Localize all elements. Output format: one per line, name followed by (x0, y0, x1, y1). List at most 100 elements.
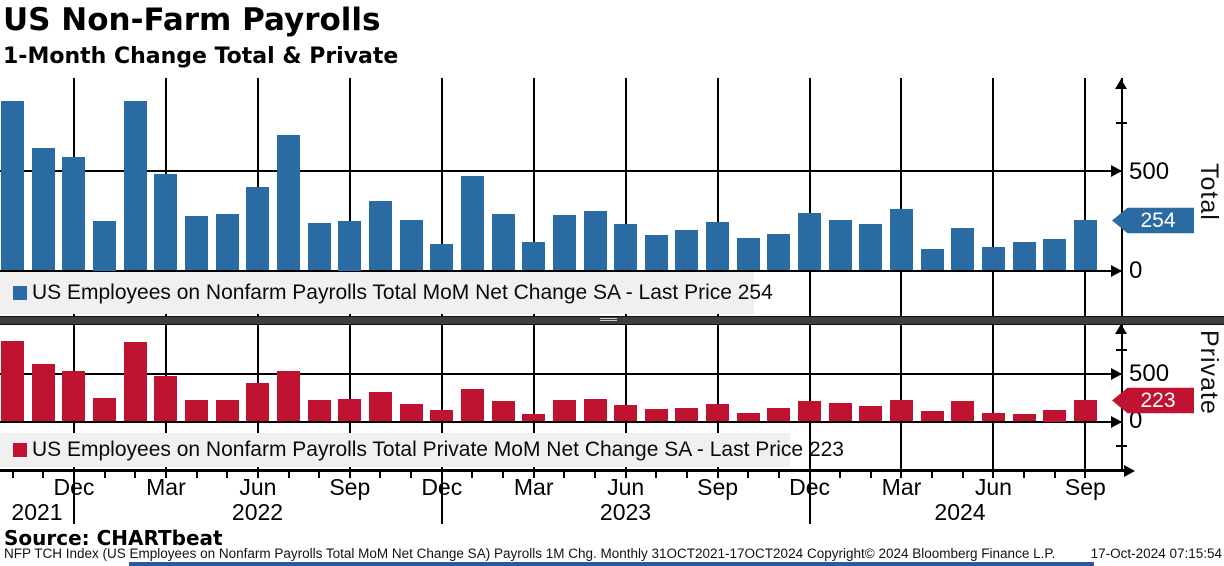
bar (828, 403, 852, 422)
private-ytick-500: 500 (1129, 360, 1170, 387)
bar (215, 399, 239, 422)
y-grid-arrow-icon (1111, 367, 1122, 380)
legend-row-private[interactable]: US Employees on Nonfarm Payrolls Total P… (0, 433, 844, 467)
x-month-tick (900, 471, 903, 478)
bar (828, 219, 852, 271)
bar (1073, 219, 1097, 271)
bar (1, 341, 25, 422)
x-quarter-label: Sep (329, 474, 371, 500)
x-month-tick (594, 471, 596, 478)
legend-row-total[interactable]: US Employees on Nonfarm Payrolls Total M… (0, 272, 773, 314)
x-month-tick (532, 471, 535, 478)
bar (430, 243, 454, 271)
x-month-tick (348, 471, 351, 478)
x-month-tick (655, 471, 658, 478)
bar (614, 405, 638, 422)
bar (460, 175, 484, 271)
x-month-tick (318, 471, 321, 478)
x-month-tick (1053, 471, 1056, 478)
x-month-tick (502, 471, 505, 478)
zero-axis-line (0, 269, 1122, 272)
right-axis-arrow-up-icon (1115, 79, 1127, 89)
x-quarter-label: Dec (421, 474, 463, 500)
private-axis-title: Private (1195, 330, 1223, 415)
x-month-tick (379, 471, 382, 478)
bar (1, 100, 25, 271)
bar (889, 399, 913, 422)
x-month-tick (256, 471, 259, 478)
bar (736, 237, 760, 271)
x-quarter-label: Sep (1064, 474, 1106, 500)
x-axis-line (0, 469, 1124, 472)
x-axis-arrow-icon (1124, 464, 1135, 477)
bar (951, 401, 975, 422)
x-month-tick (440, 471, 443, 478)
bar (644, 409, 668, 422)
bar (522, 241, 546, 271)
x-month-tick (685, 471, 688, 478)
bar (277, 370, 301, 422)
bar (307, 400, 331, 422)
right-axis-arrow-up-icon (1115, 324, 1127, 334)
bar (706, 221, 730, 271)
x-month-tick (103, 471, 106, 478)
x-month-tick (777, 471, 780, 478)
bottom-accent-bar (129, 562, 1094, 566)
x-year-label: 2024 (934, 499, 986, 525)
x-quarter-label: Jun (607, 474, 645, 500)
total-ytick-0: 0 (1129, 257, 1143, 284)
y-grid-arrow-icon (1111, 415, 1122, 428)
bar (491, 213, 515, 271)
bar (368, 200, 392, 271)
legend-label-private: US Employees on Nonfarm Payrolls Total P… (32, 438, 844, 461)
bar (920, 249, 944, 271)
total-last-price-tag: 254 (1112, 207, 1194, 234)
grid-line-500 (0, 372, 1122, 375)
footer-source: Source: CHARTbeat (4, 526, 223, 550)
bar (154, 173, 178, 271)
bar (93, 220, 117, 271)
x-quarter-label: Dec (789, 474, 830, 500)
x-month-tick (410, 471, 413, 478)
x-year-label: 2022 (231, 499, 284, 525)
bar (1043, 409, 1067, 422)
x-month-tick (961, 471, 964, 478)
splitter-grip-icon[interactable] (600, 318, 617, 321)
bar (62, 157, 86, 271)
x-year-label: 2021 (11, 499, 63, 525)
x-month-tick (134, 471, 137, 478)
bar (583, 210, 607, 271)
x-month-tick (1084, 471, 1087, 478)
bar (552, 214, 576, 271)
y-minor-tick (1116, 444, 1127, 447)
x-quarter-label: Dec (53, 474, 95, 500)
bar (246, 186, 270, 271)
bar (1012, 241, 1036, 271)
x-month-tick (226, 471, 229, 478)
total-axis-title: Total (1195, 163, 1223, 221)
bar (93, 398, 117, 422)
x-year-label: 2023 (599, 499, 652, 525)
y-minor-tick (1116, 121, 1127, 124)
bar (31, 364, 55, 422)
bar (185, 215, 209, 271)
bar (399, 219, 423, 271)
grid-line-vertical (992, 78, 995, 469)
x-quarter-label: Mar (513, 474, 554, 500)
bar (31, 148, 55, 271)
bar (460, 389, 484, 422)
bar (552, 400, 576, 422)
x-month-tick (992, 471, 995, 478)
x-month-tick (164, 471, 167, 478)
footer-copyright: Copyright© 2024 Bloomberg Finance L.P. (807, 546, 1056, 561)
x-month-tick (287, 471, 290, 478)
bar (430, 410, 454, 422)
bar (614, 223, 638, 271)
bar (859, 405, 883, 422)
grid-line-vertical (808, 78, 811, 524)
x-month-tick (747, 471, 750, 478)
bar (154, 376, 178, 422)
private-ytick-0: 0 (1129, 407, 1143, 434)
y-minor-tick (1116, 349, 1127, 351)
